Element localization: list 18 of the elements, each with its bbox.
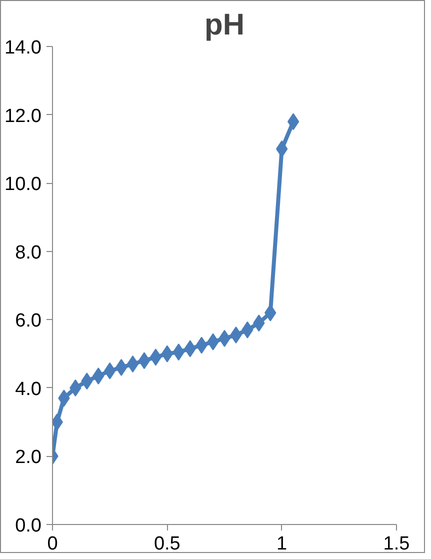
- point: [126, 356, 139, 373]
- x-tick-label: 1: [276, 534, 288, 554]
- y-tick-label: 4.0: [15, 378, 42, 400]
- y-tick-label: 2.0: [15, 447, 42, 468]
- x-tick-label: 0.5: [154, 534, 180, 554]
- y-tick-label: 12.0: [4, 106, 42, 127]
- y-tick-label: 14.0: [4, 38, 42, 58]
- point: [150, 348, 162, 366]
- y-tick-label: 0.0: [15, 516, 42, 536]
- x-tick-label: 1.5: [383, 534, 410, 554]
- y-tick-label: 8.0: [15, 242, 42, 264]
- chart-title: pH: [204, 8, 245, 42]
- y-tick-label: 10.0: [4, 174, 42, 196]
- y-tick-label: 6.0: [15, 310, 42, 332]
- x-tick-label: 0: [47, 534, 58, 554]
- point: [138, 352, 150, 370]
- point: [287, 113, 300, 130]
- point: [115, 358, 128, 376]
